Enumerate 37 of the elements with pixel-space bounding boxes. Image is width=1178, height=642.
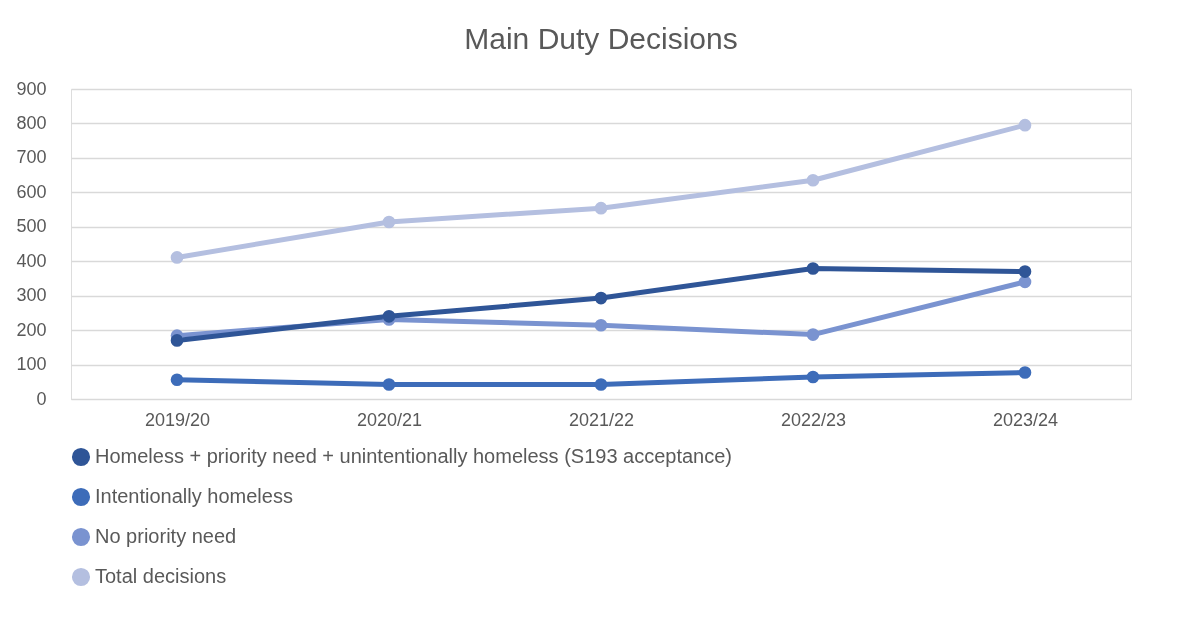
- y-tick-label: 100: [16, 354, 47, 375]
- point: [382, 215, 396, 229]
- point: [1018, 366, 1032, 379]
- legend-label: No priority need: [95, 525, 237, 547]
- x-tick-label: 2020/21: [356, 409, 423, 430]
- y-tick-label: 600: [16, 181, 47, 202]
- y-tick-label: 200: [16, 319, 47, 340]
- point: [382, 378, 396, 391]
- legend-label: Intentionally homeless: [95, 485, 293, 507]
- point: [806, 262, 820, 275]
- x-tick-label: 2022/23: [780, 409, 847, 430]
- legend-label: Homeless + priority need + unintentionally homeless (S193 acceptance): [95, 445, 733, 467]
- x-tick-label: 2021/22: [568, 409, 635, 430]
- point: [806, 328, 820, 341]
- point: [806, 173, 820, 187]
- point: [594, 318, 608, 332]
- point: [170, 251, 184, 264]
- point: [1018, 118, 1032, 132]
- chart-title: Main Duty Decisions: [464, 22, 738, 55]
- point: [1018, 265, 1032, 278]
- y-tick-label: 400: [16, 250, 47, 271]
- point: [594, 201, 608, 215]
- y-tick-label: 500: [16, 216, 47, 237]
- point: [1018, 275, 1032, 289]
- point: [806, 370, 820, 384]
- x-tick-label: 2023/24: [992, 409, 1059, 430]
- point: [594, 291, 608, 305]
- y-tick-label: 800: [16, 112, 47, 133]
- y-tick-label: 700: [16, 147, 47, 168]
- x-tick-label: 2019/20: [144, 409, 211, 430]
- y-tick-label: 0: [36, 388, 47, 409]
- point: [170, 373, 184, 387]
- y-tick-label: 300: [16, 285, 47, 306]
- legend-label: Total decisions: [95, 565, 227, 587]
- y-tick-label: 900: [16, 78, 47, 99]
- point: [594, 378, 608, 391]
- point: [170, 334, 184, 347]
